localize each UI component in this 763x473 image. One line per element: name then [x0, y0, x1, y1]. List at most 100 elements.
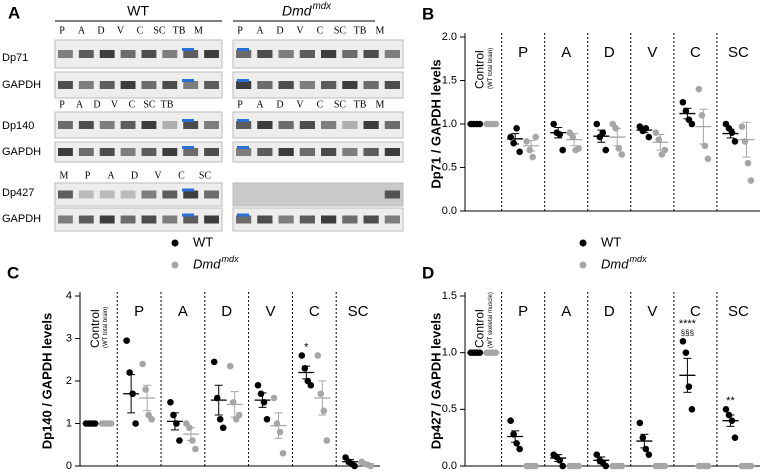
blot-row-label: GAPDH: [2, 213, 41, 225]
x-category-label: D: [604, 303, 615, 320]
blot-band: [78, 190, 94, 199]
blot-band: [204, 50, 219, 58]
blot-band: [141, 215, 157, 224]
blot-band: [299, 81, 315, 89]
blot-band: [58, 50, 73, 58]
blot-band: [99, 121, 115, 129]
legend-label-superscript: mdx: [221, 254, 239, 264]
data-point: [513, 125, 520, 132]
annotation: §§§: [681, 328, 694, 337]
marker-band: [182, 79, 194, 82]
blot-band: [299, 50, 315, 58]
blot-band: [162, 50, 178, 58]
blot-image: [54, 182, 223, 207]
y-tick-label: 2.0: [442, 31, 457, 43]
blot-image: [232, 182, 404, 207]
data-point: [210, 358, 218, 366]
blot-band: [99, 81, 115, 89]
data-point: [636, 419, 644, 427]
data-point: [738, 123, 746, 130]
data-point: [722, 406, 730, 413]
blot-band: [183, 81, 199, 89]
blot-band: [141, 50, 157, 58]
data-point: [639, 434, 647, 441]
blot-band: [99, 215, 115, 224]
blot-band: [278, 121, 294, 129]
x-category-label: SC: [348, 303, 369, 320]
data-point: [523, 138, 530, 145]
blot-band: [120, 190, 136, 199]
category-note: (WT total brain): [103, 307, 109, 348]
lane-label: V: [117, 25, 125, 36]
lane-label: C: [129, 99, 136, 110]
data-point: [593, 451, 601, 458]
blot-band: [162, 215, 178, 224]
blot-band: [204, 190, 219, 199]
data-point: [526, 146, 533, 154]
blot-band: [183, 121, 199, 129]
data-point: [132, 420, 139, 427]
blot-band: [257, 121, 273, 129]
marker-band: [182, 48, 194, 51]
marker-band: [237, 48, 249, 51]
data-point: [731, 138, 739, 145]
lane-label: A: [256, 25, 264, 36]
marker-band: [182, 213, 194, 217]
legend-marker: [579, 239, 587, 247]
annotation: *: [304, 341, 309, 353]
legend-label: Dmd: [193, 256, 221, 271]
lane-label: M: [60, 170, 69, 181]
blot-band: [58, 148, 73, 156]
lane-label: P: [59, 99, 65, 110]
x-category-label: Control: [472, 50, 486, 89]
marker-band: [237, 213, 249, 217]
legend-marker: [171, 261, 179, 269]
lane-label: V: [296, 25, 304, 36]
x-category-label: V: [647, 44, 657, 61]
lane-label: A: [78, 25, 86, 36]
group-label-superscript: mdx: [313, 1, 333, 12]
data-point: [698, 112, 706, 119]
data-point: [575, 145, 583, 152]
legend-label: WT: [193, 234, 213, 249]
blot-row-label: Dp140: [2, 120, 34, 132]
data-point: [298, 352, 306, 359]
legend-label: Dmd: [601, 256, 629, 271]
blot-band: [58, 190, 73, 199]
blot-band: [236, 81, 252, 89]
data-point: [216, 415, 224, 423]
blot-band: [363, 81, 379, 89]
marker-band: [182, 146, 194, 149]
blot-band: [204, 148, 219, 156]
marker-band: [237, 79, 249, 82]
x-category-label: C: [690, 44, 701, 61]
legend-marker: [579, 261, 587, 269]
group-label: WT: [127, 3, 149, 19]
lane-label: D: [131, 170, 138, 181]
x-category-label: P: [518, 303, 528, 320]
data-point: [747, 177, 755, 184]
panel-letter: B: [422, 4, 434, 23]
data-point: [602, 462, 610, 470]
y-tick-label: 0.5: [442, 403, 457, 415]
blot-band: [120, 50, 136, 58]
data-point: [615, 145, 623, 152]
legend-label-superscript: mdx: [629, 254, 647, 264]
blot-image: [232, 207, 404, 232]
blot-band: [384, 148, 400, 156]
lane-label: D: [276, 99, 283, 110]
x-category-label: A: [178, 303, 188, 320]
data-point: [123, 337, 130, 344]
data-point: [219, 424, 227, 432]
y-tick-label: 1.0: [442, 347, 457, 359]
blot-band: [321, 215, 337, 224]
blot-row-label: GAPDH: [2, 79, 41, 91]
blot-band: [141, 148, 157, 156]
blot-band: [141, 190, 157, 199]
blot-row-label: Dp427: [2, 187, 34, 199]
blot-band: [321, 81, 337, 89]
y-tick-label: 1.0: [442, 118, 457, 130]
data-point: [593, 120, 601, 128]
data-point: [661, 146, 669, 154]
blot-band: [58, 215, 73, 224]
